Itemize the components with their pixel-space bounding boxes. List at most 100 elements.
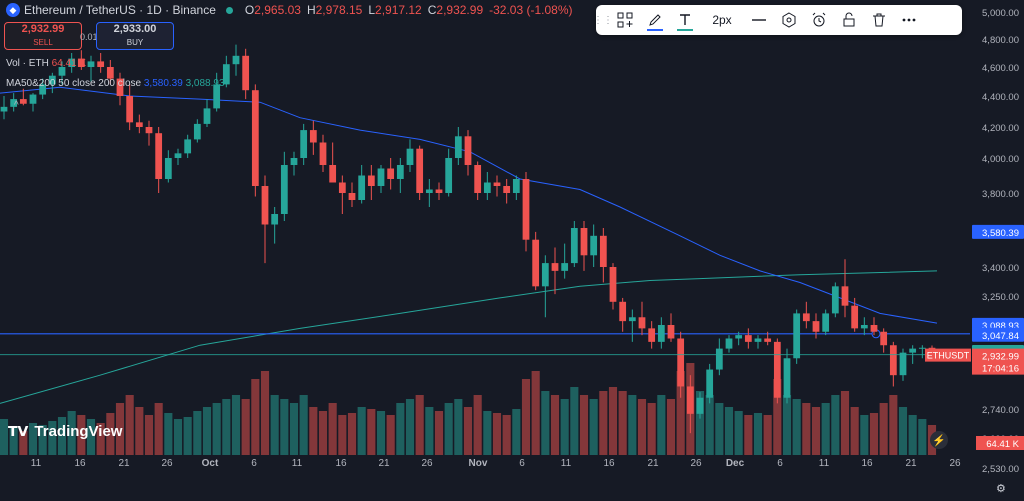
candle-body: [164, 158, 172, 179]
volume-bar: [589, 399, 598, 455]
alarm-icon[interactable]: [804, 5, 834, 35]
candle-body: [686, 386, 694, 414]
volume-bar: [512, 409, 521, 455]
buy-button[interactable]: 2,933.00 BUY: [96, 22, 174, 50]
candle-body: [155, 133, 163, 179]
candle-body: [880, 331, 888, 346]
candle-body: [232, 55, 240, 65]
hexagon-icon[interactable]: [774, 5, 804, 35]
volume-bar: [463, 407, 473, 455]
volume-bar: [135, 407, 144, 455]
time-tick-label: 16: [335, 458, 347, 469]
hline-price-tag: 3,047.84: [982, 331, 1019, 342]
volume-bar: [125, 395, 134, 455]
volume-bar: [164, 413, 173, 455]
volume-bar: [763, 415, 772, 455]
volume-bar: [28, 423, 38, 455]
symbol-header[interactable]: ◆ Ethereum / TetherUS · 1D · Binance O 2,…: [0, 0, 573, 20]
volume-bar: [38, 425, 47, 455]
volume-bar: [715, 403, 724, 455]
candle-body: [609, 267, 617, 302]
settings-gear-icon[interactable]: ⚙: [996, 483, 1006, 495]
text-icon[interactable]: [670, 5, 700, 35]
tradingview-logo[interactable]: 𝗧𝗩 TradingView: [8, 423, 122, 440]
candle-body: [696, 397, 704, 414]
candle-body: [735, 335, 743, 339]
candle-body: [251, 90, 259, 186]
ethereum-logo-icon: ◆: [6, 3, 20, 17]
volume-legend-value: 64.41 K: [51, 58, 87, 69]
pencil-icon[interactable]: [640, 5, 670, 35]
volume-bar: [193, 411, 202, 455]
volume-bar: [144, 415, 154, 455]
candle-body: [715, 348, 723, 370]
lock-icon[interactable]: [834, 5, 864, 35]
volume-bar: [550, 395, 560, 455]
volume-bar: [106, 413, 115, 455]
candle-body: [396, 165, 404, 179]
buy-label: BUY: [126, 38, 144, 47]
volume-bar: [695, 391, 705, 455]
close-value: 2,932.99: [436, 3, 484, 17]
open-value: 2,965.03: [254, 3, 301, 17]
volume-bar: [347, 413, 357, 455]
candle-body: [416, 148, 424, 193]
candle-body: [580, 228, 588, 256]
symbol-title[interactable]: Ethereum / TetherUS · 1D · Binance: [24, 3, 216, 17]
candle-body: [541, 263, 549, 287]
candle-body: [68, 58, 76, 67]
volume-bar: [280, 399, 289, 455]
volume-bar: [425, 407, 434, 455]
candle-body: [338, 182, 346, 193]
volume-bar: [821, 403, 830, 455]
volume-bar: [183, 417, 192, 455]
volume-bar: [879, 403, 888, 455]
candle-body: [725, 338, 733, 349]
sell-label: SELL: [33, 38, 53, 47]
candle-body: [657, 325, 665, 342]
sell-price: 2,932.99: [21, 23, 65, 35]
high-value: 2,978.15: [315, 3, 363, 17]
candle-body: [493, 182, 501, 186]
candle-body: [29, 94, 37, 104]
volume-bar: [386, 415, 395, 455]
volume-bar: [231, 395, 241, 455]
time-tick-label: 11: [561, 458, 572, 469]
candle-body: [773, 341, 781, 398]
volume-bar: [299, 395, 308, 455]
price-tick-label: 2,740.00: [982, 405, 1019, 416]
flash-icon[interactable]: ⚡: [930, 431, 948, 449]
volume-bar: [367, 409, 376, 455]
candle-body: [822, 313, 830, 332]
candle-body: [619, 301, 627, 322]
candle-body: [870, 325, 878, 332]
candle-body: [677, 338, 685, 387]
ma200-line: [0, 270, 938, 404]
candle-body: [909, 348, 917, 353]
price-tick-label: 3,800.00: [982, 189, 1019, 200]
volume-bar: [889, 395, 898, 455]
sell-button[interactable]: 2,932.99 SELL: [4, 22, 82, 50]
candle-body: [48, 75, 56, 85]
volume-bar: [396, 403, 405, 455]
layout-icon[interactable]: [610, 5, 640, 35]
volume-bar: [850, 407, 859, 455]
ma-legend[interactable]: MA50&200 50 close 200 close 3,580.39 3,0…: [6, 78, 225, 89]
line-width-button[interactable]: 2px: [700, 5, 744, 35]
candle-body: [764, 338, 772, 342]
volume-legend[interactable]: Vol · ETH 64.41 K: [6, 58, 86, 69]
time-tick-label: 26: [421, 458, 433, 469]
volume-bar: [376, 411, 386, 455]
volume-bar: [434, 411, 444, 455]
volume-bar: [202, 407, 212, 455]
volume-bar: [753, 413, 763, 455]
trash-icon[interactable]: [864, 5, 894, 35]
more-icon[interactable]: [894, 5, 924, 35]
price-tick-label: 2,530.00: [982, 464, 1019, 475]
line-style-icon[interactable]: [744, 5, 774, 35]
grip-icon[interactable]: ⋮⋮: [593, 14, 613, 26]
candle-body: [648, 328, 656, 342]
candle-body: [445, 158, 453, 193]
collapse-legend-icon[interactable]: ^: [14, 100, 19, 111]
